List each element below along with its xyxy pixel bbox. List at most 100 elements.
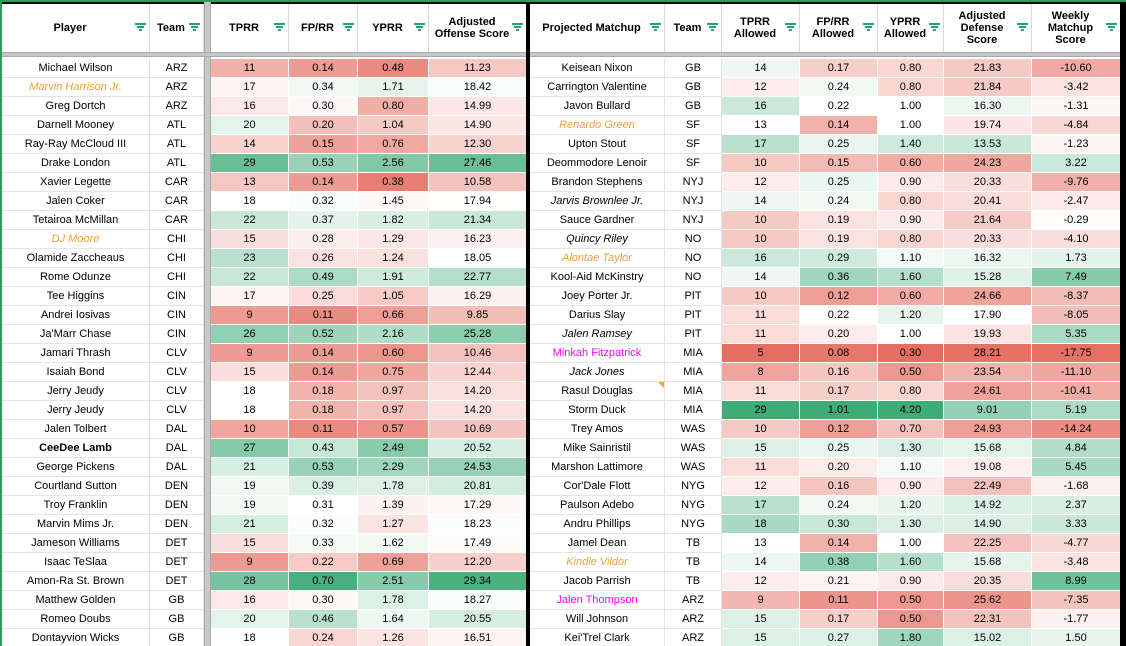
yprr-allowed-cell[interactable]: 1.10 [878, 249, 944, 268]
adjusted-offense-score-cell[interactable]: 29.34 [429, 572, 526, 591]
fprr-allowed-cell[interactable]: 0.30 [800, 515, 878, 534]
yprr-allowed-cell[interactable]: 0.50 [878, 610, 944, 629]
player-name-cell[interactable]: Marvin Mims Jr. [2, 515, 150, 534]
tprr-allowed-cell[interactable]: 11 [722, 458, 800, 477]
filter-icon[interactable] [1017, 23, 1028, 33]
tprr-cell[interactable]: 17 [211, 287, 289, 306]
weekly-matchup-score-cell[interactable]: -7.35 [1032, 591, 1120, 610]
adjusted-offense-score-cell[interactable]: 22.77 [429, 268, 526, 287]
team-cell[interactable]: MIA [665, 363, 722, 382]
weekly-matchup-score-cell[interactable]: -1.23 [1032, 135, 1120, 154]
team-cell[interactable]: MIA [665, 401, 722, 420]
yprr-allowed-cell[interactable]: 0.90 [878, 173, 944, 192]
fprr-cell[interactable]: 0.32 [289, 515, 358, 534]
matchup-name-cell[interactable]: Rasul Douglas [530, 382, 665, 401]
player-name-cell[interactable]: Dontayvion Wicks [2, 629, 150, 646]
fprr-cell[interactable]: 0.49 [289, 268, 358, 287]
tprr-cell[interactable]: 17 [211, 78, 289, 97]
adjusted-defense-score-cell[interactable]: 16.30 [944, 97, 1032, 116]
tprr-allowed-cell[interactable]: 29 [722, 401, 800, 420]
yprr-allowed-cell[interactable]: 0.80 [878, 230, 944, 249]
adjusted-defense-score-cell[interactable]: 22.25 [944, 534, 1032, 553]
tprr-cell[interactable]: 18 [211, 629, 289, 646]
tprr-cell[interactable]: 26 [211, 325, 289, 344]
matchup-name-cell[interactable]: Paulson Adebo [530, 496, 665, 515]
matchup-name-cell[interactable]: Carrington Valentine [530, 78, 665, 97]
weekly-matchup-score-cell[interactable]: -1.31 [1032, 97, 1120, 116]
yprr-cell[interactable]: 2.16 [358, 325, 429, 344]
fprr-allowed-cell[interactable]: 0.27 [800, 629, 878, 646]
adjusted-defense-score-cell[interactable]: 20.35 [944, 572, 1032, 591]
adjusted-offense-score-cell[interactable]: 14.20 [429, 382, 526, 401]
column-header-tprr[interactable]: TPRR [211, 4, 289, 52]
filter-icon[interactable] [189, 23, 200, 33]
yprr-allowed-cell[interactable]: 0.90 [878, 477, 944, 496]
fprr-cell[interactable]: 0.28 [289, 230, 358, 249]
yprr-allowed-cell[interactable]: 1.80 [878, 629, 944, 646]
weekly-matchup-score-cell[interactable]: -14.24 [1032, 420, 1120, 439]
yprr-cell[interactable]: 1.78 [358, 477, 429, 496]
fprr-allowed-cell[interactable]: 0.20 [800, 458, 878, 477]
yprr-cell[interactable]: 1.26 [358, 629, 429, 646]
yprr-cell[interactable]: 0.66 [358, 306, 429, 325]
weekly-matchup-score-cell[interactable]: -17.75 [1032, 344, 1120, 363]
adjusted-offense-score-cell[interactable]: 14.90 [429, 116, 526, 135]
column-header-team[interactable]: Team [665, 4, 722, 52]
tprr-allowed-cell[interactable]: 10 [722, 287, 800, 306]
tprr-cell[interactable]: 20 [211, 116, 289, 135]
tprr-allowed-cell[interactable]: 16 [722, 249, 800, 268]
adjusted-defense-score-cell[interactable]: 28.21 [944, 344, 1032, 363]
adjusted-offense-score-cell[interactable]: 20.55 [429, 610, 526, 629]
team-cell[interactable]: WAS [665, 420, 722, 439]
column-header-yprr-allowed[interactable]: YPRR Allowed [878, 4, 944, 52]
frozen-pane-divider-vertical[interactable] [204, 0, 211, 646]
yprr-allowed-cell[interactable]: 4.20 [878, 401, 944, 420]
yprr-cell[interactable]: 1.27 [358, 515, 429, 534]
adjusted-defense-score-cell[interactable]: 14.92 [944, 496, 1032, 515]
matchup-name-cell[interactable]: Joey Porter Jr. [530, 287, 665, 306]
fprr-allowed-cell[interactable]: 0.29 [800, 249, 878, 268]
team-cell[interactable]: CLV [150, 382, 204, 401]
fprr-cell[interactable]: 0.53 [289, 458, 358, 477]
fprr-allowed-cell[interactable]: 0.22 [800, 97, 878, 116]
adjusted-offense-score-cell[interactable]: 10.58 [429, 173, 526, 192]
weekly-matchup-score-cell[interactable]: 4.84 [1032, 439, 1120, 458]
yprr-allowed-cell[interactable]: 0.90 [878, 211, 944, 230]
matchup-name-cell[interactable]: Javon Bullard [530, 97, 665, 116]
team-cell[interactable]: CIN [150, 287, 204, 306]
team-cell[interactable]: PIT [665, 306, 722, 325]
yprr-allowed-cell[interactable]: 1.00 [878, 325, 944, 344]
adjusted-offense-score-cell[interactable]: 17.29 [429, 496, 526, 515]
weekly-matchup-score-cell[interactable]: -1.68 [1032, 477, 1120, 496]
yprr-allowed-cell[interactable]: 0.60 [878, 154, 944, 173]
team-cell[interactable]: GB [150, 629, 204, 646]
fprr-allowed-cell[interactable]: 0.19 [800, 211, 878, 230]
filter-icon[interactable] [414, 23, 425, 33]
yprr-cell[interactable]: 0.80 [358, 97, 429, 116]
fprr-allowed-cell[interactable]: 0.12 [800, 420, 878, 439]
weekly-matchup-score-cell[interactable]: -0.29 [1032, 211, 1120, 230]
fprr-allowed-cell[interactable]: 0.21 [800, 572, 878, 591]
adjusted-defense-score-cell[interactable]: 16.32 [944, 249, 1032, 268]
tprr-cell[interactable]: 22 [211, 268, 289, 287]
player-name-cell[interactable]: Tee Higgins [2, 287, 150, 306]
yprr-cell[interactable]: 1.04 [358, 116, 429, 135]
player-name-cell[interactable]: Jalen Tolbert [2, 420, 150, 439]
tprr-cell[interactable]: 18 [211, 192, 289, 211]
adjusted-offense-score-cell[interactable]: 27.46 [429, 154, 526, 173]
team-cell[interactable]: ATL [150, 154, 204, 173]
adjusted-offense-score-cell[interactable]: 10.46 [429, 344, 526, 363]
fprr-cell[interactable]: 0.14 [289, 344, 358, 363]
matchup-name-cell[interactable]: Sauce Gardner [530, 211, 665, 230]
adjusted-offense-score-cell[interactable]: 20.52 [429, 439, 526, 458]
fprr-cell[interactable]: 0.53 [289, 154, 358, 173]
player-name-cell[interactable]: Jameson Williams [2, 534, 150, 553]
fprr-allowed-cell[interactable]: 0.16 [800, 477, 878, 496]
yprr-allowed-cell[interactable]: 0.50 [878, 363, 944, 382]
filter-icon[interactable] [650, 23, 661, 33]
player-name-cell[interactable]: Ja'Marr Chase [2, 325, 150, 344]
fprr-allowed-cell[interactable]: 0.25 [800, 135, 878, 154]
matchup-name-cell[interactable]: Kindle Vildor [530, 553, 665, 572]
fprr-cell[interactable]: 0.34 [289, 78, 358, 97]
yprr-cell[interactable]: 0.69 [358, 553, 429, 572]
